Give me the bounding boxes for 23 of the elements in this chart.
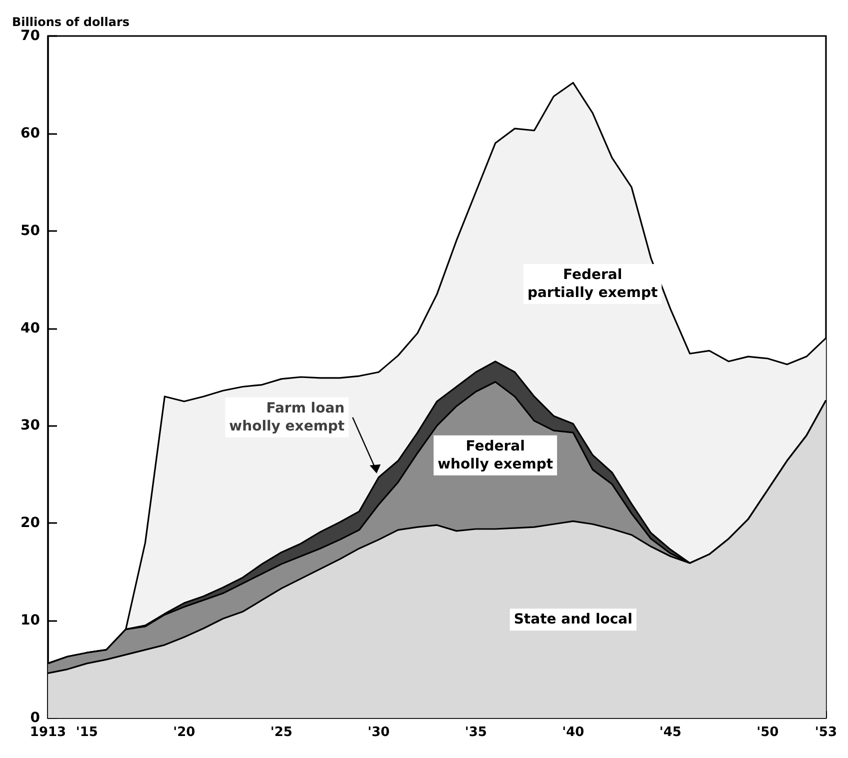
- x-tick-label: '35: [464, 725, 487, 740]
- x-tick-label: '53: [814, 725, 838, 740]
- x-tick-label: '40: [562, 725, 584, 740]
- y-tick-label: 50: [20, 222, 40, 239]
- series-label: Federal partially exempt: [527, 266, 658, 301]
- x-tick-label: '25: [270, 725, 292, 740]
- series-label: Federal wholly exempt: [438, 438, 554, 472]
- x-tick-label: 1913: [30, 725, 66, 740]
- y-tick-label: 30: [20, 418, 40, 434]
- x-tick-label: '20: [173, 725, 196, 740]
- y-tick-label: 40: [20, 320, 40, 336]
- y-tick-label: 0: [30, 710, 40, 726]
- x-tick-label: '30: [368, 725, 390, 740]
- x-tick-label: '15: [76, 725, 98, 740]
- x-tick-label: '50: [756, 725, 779, 740]
- series-label: State and local: [514, 612, 632, 628]
- y-tick-label: 70: [20, 28, 40, 44]
- y-tick-label: 10: [20, 612, 40, 629]
- x-tick-label: '45: [659, 725, 682, 740]
- y-tick-label: 20: [20, 515, 40, 532]
- y-axis-title: Billions of dollars: [12, 15, 130, 29]
- text: Farm loan wholly exempt: [229, 400, 345, 434]
- y-tick-label: 60: [20, 125, 40, 142]
